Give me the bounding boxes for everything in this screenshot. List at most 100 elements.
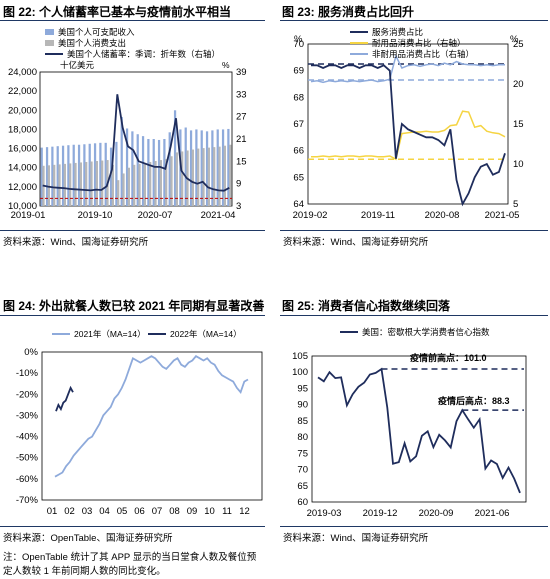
figure-24-bottom-rule [0, 526, 265, 527]
x-tick-label: 10 [204, 506, 215, 517]
left-axis-unit: % [294, 34, 303, 45]
figure-23-title: 图 23: 服务消费占比回升 [282, 5, 415, 19]
footnote: 注：OpenTable 统计了其 APP 显示的当日堂食人数及餐位预定人数较 1… [3, 552, 257, 577]
bar-consumption [181, 151, 184, 206]
bar-disposable-income [157, 139, 161, 206]
y2-tick-label: 10 [513, 159, 524, 170]
consumer-sentiment-line [317, 367, 521, 494]
y-tick-label: 65 [293, 172, 304, 183]
chart-consumer-sentiment: 疫情前高点：101.0 疫情后高点：88.3 60 65 70 75 80 85 90 95 100… [292, 327, 527, 518]
bar-consumption [74, 162, 77, 206]
y2-tick-label: 15 [513, 119, 524, 130]
bar-consumption [53, 164, 56, 206]
bar-consumption [154, 161, 157, 206]
legend-durables-label: 耐用品消费占比（右轴） [372, 38, 466, 48]
bar-disposable-income [120, 116, 123, 206]
bar-disposable-income [77, 144, 81, 206]
y-tick-label: 70 [293, 39, 304, 50]
bar-consumption [138, 163, 141, 206]
bar-consumption [90, 161, 93, 206]
y2-tick-label: 27 [236, 112, 247, 123]
plot-frame [311, 355, 527, 503]
dine-out-2021-line [54, 355, 249, 478]
figure-22-title: 图 22: 个人储蓄率已基本与疫情前水平相当 [3, 5, 232, 19]
x-tick-label: 05 [117, 506, 128, 517]
x-tick-label: 08 [169, 506, 180, 517]
bar-consumption [229, 144, 232, 206]
figure-24-title: 图 24: 外出就餐人数已较 2021 年同期有显著改善 [3, 299, 265, 313]
bar-disposable-income [147, 139, 150, 206]
y-tick-label: 10,000 [8, 201, 37, 212]
y-tick-label: 75 [297, 448, 308, 459]
bar-consumption [175, 152, 178, 206]
annotation-pre-covid-peak: 疫情前高点：101.0 [410, 352, 487, 363]
y-tick-label: -70% [16, 495, 39, 506]
x-tick-label: 2019-12 [363, 508, 398, 518]
bar-disposable-income [61, 145, 65, 206]
chart-saving-rate: 10,000 12,000 14,000 16,000 18,000 20,000 22,0… [8, 27, 247, 221]
x-tick-label: 11 [222, 506, 232, 517]
bar-consumption [197, 148, 200, 206]
y-tick-label: 14,000 [8, 163, 37, 174]
chart-service-share: 64 65 66 67 68 69 70 5 10 15 20 25% % 2019-02 2019-11 2… [293, 27, 524, 221]
x-tick-label: 2019-11 [361, 210, 395, 221]
bar-disposable-income [216, 129, 219, 206]
y2-tick-label: 25 [513, 39, 524, 50]
bar-consumption [85, 161, 88, 206]
legend-nondurables-label: 非耐用品消费占比（右轴） [372, 49, 474, 59]
x-tick-label: 09 [187, 506, 198, 517]
bar-disposable-income [109, 147, 113, 206]
y-tick-label: -30% [16, 410, 39, 421]
bar-disposable-income [163, 139, 166, 206]
x-tick-label: 12 [239, 506, 250, 517]
bar-consumption [223, 145, 226, 206]
y-tick-label: -60% [16, 474, 39, 485]
x-tick-label: 07 [152, 506, 163, 517]
bar-disposable-income [141, 136, 145, 206]
dine-out-2022-line [55, 385, 74, 412]
y-tick-label: 80 [297, 432, 308, 443]
y2-tick-label: 9 [236, 179, 241, 190]
bar-consumption [159, 160, 162, 206]
bar-consumption [202, 148, 205, 206]
bar-consumption [117, 180, 120, 206]
y-tick-label: 22,000 [8, 86, 37, 97]
services-share-line [311, 64, 506, 207]
bar-consumption [165, 159, 168, 206]
bar-consumption [143, 162, 146, 206]
figure-25-top-rule [280, 315, 548, 316]
y-tick-label: 60 [297, 497, 308, 508]
plot-frame [39, 71, 233, 207]
y2-tick-label: 33 [236, 89, 247, 100]
figure-23-source: 资料来源：Wind、国海证券研究所 [283, 237, 429, 248]
bar-consumption [101, 160, 104, 206]
bar-disposable-income [67, 145, 70, 206]
y2-tick-label: 39 [236, 67, 247, 78]
bar-disposable-income [45, 147, 49, 206]
legend-2021-label: 2021年（MA=14） [74, 329, 146, 339]
bar-consumption [95, 161, 98, 206]
x-tick-label: 2019-01 [11, 210, 46, 221]
annotation-post-covid-peak: 疫情后高点：88.3 [438, 395, 510, 406]
x-tick-label: 2021-04 [201, 210, 236, 221]
y-tick-label: 24,000 [8, 67, 37, 78]
bar-disposable-income [184, 127, 187, 206]
x-tick-label: 2020-09 [419, 508, 454, 518]
nondurables-share-line [310, 53, 505, 84]
bar-disposable-income [40, 147, 43, 206]
y-tick-label: 69 [293, 66, 304, 77]
bar-consumption [149, 161, 152, 206]
bar-disposable-income [115, 141, 118, 206]
y-tick-label: 20,000 [8, 105, 37, 116]
y-tick-label: 64 [293, 199, 304, 210]
y-tick-label: 70 [297, 465, 308, 476]
y-tick-label: 12,000 [8, 182, 37, 193]
bar-disposable-income [99, 142, 102, 206]
y-tick-label: 90 [297, 400, 308, 411]
legend-consumption-label: 美国个人消费支出 [58, 38, 126, 48]
bar-disposable-income [125, 128, 129, 206]
legend-saving-rate-label: 美国个人储蓄率：季调：折年数（右轴） [67, 49, 220, 59]
y-tick-label: -10% [16, 368, 39, 379]
legend-disposable-income-label: 美国个人可支配收入 [58, 27, 135, 37]
y-tick-label: 85 [297, 416, 308, 427]
